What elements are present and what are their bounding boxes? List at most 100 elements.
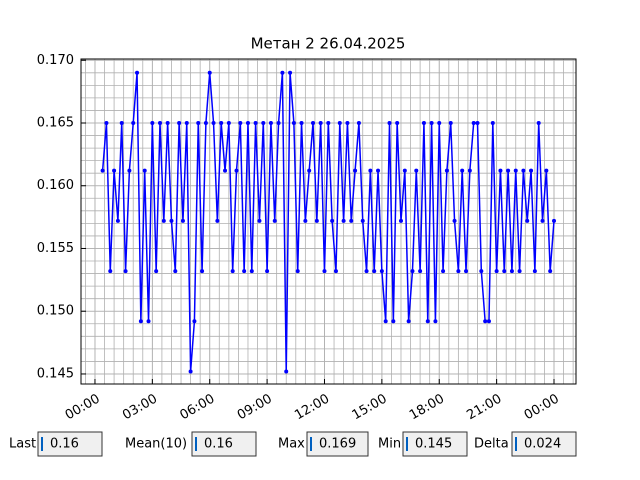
data-point (138, 319, 143, 324)
data-point (322, 269, 327, 274)
stat-value: 0.16 (50, 437, 79, 452)
stat-box (511, 431, 577, 457)
y-tick-label: 0.145 (37, 366, 74, 381)
data-point (196, 120, 201, 125)
data-point (188, 369, 193, 374)
data-point (253, 120, 258, 125)
data-point (452, 218, 457, 223)
stat-value: 0.024 (524, 437, 561, 452)
data-point (238, 120, 243, 125)
data-point (203, 120, 208, 125)
chart-title: Метан 2 26.04.2025 (251, 35, 406, 53)
data-point (532, 269, 537, 274)
data-point (333, 269, 338, 274)
data-point (284, 369, 289, 374)
data-point (311, 120, 316, 125)
data-point (257, 218, 262, 223)
data-point (265, 269, 270, 274)
data-point (261, 120, 266, 125)
data-point (479, 269, 484, 274)
data-point (146, 319, 151, 324)
data-point (154, 269, 159, 274)
data-point (142, 168, 147, 173)
data-point (337, 120, 342, 125)
data-point (211, 120, 216, 125)
data-point (475, 120, 480, 125)
y-tick-label: 0.150 (37, 304, 74, 319)
data-point (288, 70, 293, 75)
data-point (345, 120, 350, 125)
y-tick-label: 0.170 (37, 53, 74, 68)
stat-value: 0.145 (415, 437, 452, 452)
data-point (291, 120, 296, 125)
data-point (437, 120, 442, 125)
data-point (303, 218, 308, 223)
data-point (356, 120, 361, 125)
data-point (157, 120, 162, 125)
data-point (433, 319, 438, 324)
stat-value: 0.169 (319, 437, 356, 452)
stat-box (306, 431, 369, 457)
data-point (360, 218, 365, 223)
data-point (490, 120, 495, 125)
data-point (410, 269, 415, 274)
data-point (349, 218, 354, 223)
data-point (242, 269, 247, 274)
data-point (448, 120, 453, 125)
data-point (486, 319, 491, 324)
data-point (280, 70, 285, 75)
data-point (364, 269, 369, 274)
stat-label: Min (378, 437, 401, 452)
stat-value: 0.16 (204, 437, 233, 452)
data-point (548, 269, 553, 274)
data-point (376, 168, 381, 173)
data-point (249, 269, 254, 274)
data-point (245, 120, 250, 125)
data-point (215, 218, 220, 223)
data-point (460, 168, 465, 173)
data-point (429, 120, 434, 125)
data-point (268, 120, 273, 125)
stat-box (402, 431, 468, 457)
data-point (180, 218, 185, 223)
data-point (341, 218, 346, 223)
stat-label: Delta (474, 437, 509, 452)
data-point (184, 120, 189, 125)
y-tick-label: 0.165 (37, 115, 74, 130)
data-point (353, 168, 358, 173)
data-point (418, 269, 423, 274)
data-point (112, 168, 117, 173)
data-point (464, 269, 469, 274)
data-point (169, 218, 174, 223)
data-point (483, 319, 488, 324)
y-tick-label: 0.160 (37, 178, 74, 193)
data-point (100, 168, 105, 173)
data-point (276, 120, 281, 125)
data-point (498, 168, 503, 173)
data-point (398, 218, 403, 223)
data-point (379, 269, 384, 274)
data-point (441, 269, 446, 274)
stat-label: Max (278, 437, 305, 452)
data-point (536, 120, 541, 125)
data-point (509, 269, 514, 274)
data-point (368, 168, 373, 173)
data-point (525, 218, 530, 223)
y-tick-label: 0.155 (37, 241, 74, 256)
data-point (513, 168, 518, 173)
data-point (391, 319, 396, 324)
data-point (406, 319, 411, 324)
plot-frame (80, 58, 577, 385)
data-point (272, 218, 277, 223)
data-point (402, 168, 407, 173)
stat-label: Mean(10) (125, 437, 187, 452)
data-point (330, 218, 335, 223)
data-point (506, 168, 511, 173)
data-point (502, 269, 507, 274)
data-point (123, 269, 128, 274)
data-point (104, 120, 109, 125)
data-point (314, 218, 319, 223)
data-point (395, 120, 400, 125)
data-point (161, 218, 166, 223)
